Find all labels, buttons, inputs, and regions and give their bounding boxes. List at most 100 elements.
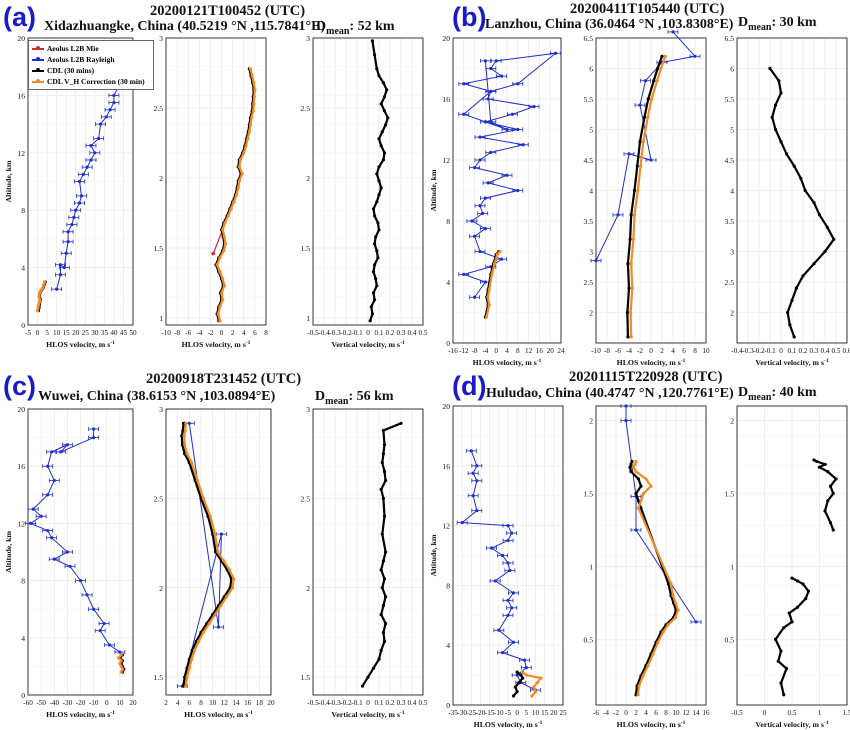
x-axis-unit-exponent: -1 — [246, 340, 251, 346]
data-point — [790, 620, 794, 624]
y-tick-label: 8 — [446, 581, 450, 590]
data-point — [513, 685, 517, 689]
data-point — [374, 277, 378, 281]
x-axis-label: HLOS velocity, m s-1 — [473, 358, 542, 367]
data-point — [787, 611, 791, 615]
x-tick-label: -8 — [604, 347, 610, 355]
y-tick-label: 4.5 — [584, 156, 594, 165]
data-point — [663, 54, 667, 58]
data-point — [641, 674, 645, 678]
x-tick-label: 0 — [649, 347, 653, 355]
panel-a-station: Xidazhuangke, China (40.5219 °N ,115.784… — [44, 19, 326, 34]
data-point — [511, 694, 516, 698]
data-point — [801, 582, 805, 586]
data-point — [184, 421, 188, 425]
x-tick-label: 50 — [129, 329, 137, 337]
data-point — [36, 306, 40, 310]
data-point — [470, 219, 474, 223]
data-point — [223, 221, 227, 225]
data-point — [81, 172, 85, 176]
data-point — [379, 144, 383, 148]
data-point — [382, 109, 387, 113]
y-tick-label: 3 — [306, 34, 310, 43]
y-tick-label: 5 — [589, 126, 593, 135]
data-point — [368, 319, 372, 323]
data-point — [788, 323, 792, 327]
x-tick-label: 0.3 — [397, 699, 406, 707]
x-tick-label: 10 — [702, 347, 710, 355]
data-point — [506, 613, 510, 617]
x-tick-label: -8 — [472, 347, 478, 355]
data-point — [636, 188, 640, 193]
y-tick-label: 8 — [21, 206, 25, 215]
x-tick-label: 20 — [550, 709, 558, 717]
data-point — [377, 179, 381, 183]
x-tick-label: -0.3 — [329, 699, 341, 707]
data-point — [506, 524, 510, 528]
data-point — [795, 605, 800, 609]
y-tick-label: 3.5 — [725, 217, 735, 226]
y-tick-label: 3 — [159, 405, 163, 414]
data-point — [535, 680, 539, 685]
y-tick-label: 5.5 — [584, 95, 594, 104]
y-tick-label: 3 — [589, 248, 593, 257]
x-tick-label: 8 — [664, 709, 668, 717]
x-tick-label: 8 — [199, 699, 203, 707]
x-tick-label: -35 — [448, 709, 458, 717]
x-tick-label: 10 — [672, 709, 680, 717]
data-point — [643, 79, 648, 83]
x-tick-label: -4 — [626, 347, 632, 355]
data-point — [475, 509, 479, 513]
data-point — [505, 173, 509, 177]
data-point — [500, 651, 505, 655]
data-point — [37, 294, 41, 298]
data-point — [244, 144, 248, 148]
x-tick-label: -2 — [207, 329, 213, 337]
data-point — [370, 39, 374, 43]
plot-frame — [452, 405, 564, 706]
data-point — [252, 81, 256, 85]
x-tick-label: 25 — [82, 329, 90, 337]
x-axis-label: HLOS velocity, m s-1 — [182, 340, 251, 349]
data-point — [227, 568, 232, 572]
data-point — [379, 487, 383, 492]
x-tick-label: 14 — [692, 709, 700, 717]
data-point — [638, 103, 642, 107]
data-point — [180, 443, 184, 447]
panel-d-station: Huludao, China (40.4747 °N ,120.7761°E) — [486, 386, 734, 401]
data-point — [375, 67, 379, 71]
data-point — [89, 158, 93, 162]
data-point — [673, 601, 678, 605]
x-tick-label: 4 — [176, 699, 180, 707]
data-point — [92, 607, 96, 611]
data-point — [777, 79, 781, 83]
x-axis-label: HLOS velocity, m s-1 — [474, 720, 543, 729]
data-point — [38, 297, 42, 301]
data-point — [183, 443, 187, 447]
data-point — [532, 685, 536, 689]
x-tick-label: 10 — [53, 329, 61, 337]
data-point — [211, 251, 216, 256]
x-axis-label: Vertical velocity, m s-1 — [755, 720, 828, 729]
y-axis-label: Altitude, km — [429, 169, 438, 212]
x-tick-label: -0.3 — [742, 347, 754, 355]
y-tick-label: 0.5 — [584, 635, 594, 644]
legend-item-cdl-correction: CDL V_H Correction (30 min) — [32, 76, 150, 87]
x-tick-label: 10 — [532, 709, 540, 717]
data-point — [625, 310, 629, 315]
data-point — [381, 158, 385, 162]
data-point — [384, 550, 388, 554]
panel-d-label: (d) — [452, 371, 487, 401]
x-tick-label: -20 — [476, 709, 486, 717]
data-point — [634, 491, 638, 496]
x-tick-label: -6 — [185, 329, 191, 337]
x-tick-label: -6 — [615, 347, 621, 355]
x-tick-label: 16 — [536, 347, 544, 355]
data-point — [524, 666, 528, 670]
data-point — [497, 628, 501, 632]
y-tick-label: 2 — [159, 174, 163, 183]
data-point — [671, 30, 675, 34]
x-tick-label: 15 — [541, 709, 549, 717]
legend-item-mie: Aeolus L2B Mie — [32, 43, 150, 54]
